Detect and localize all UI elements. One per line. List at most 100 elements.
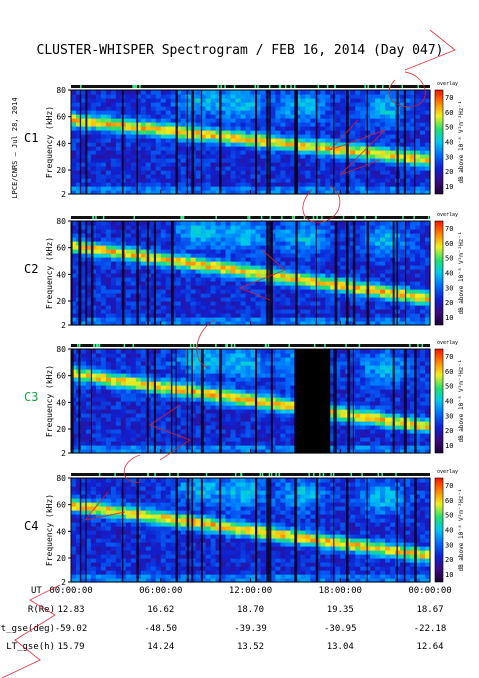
heatmap-cell (110, 146, 117, 151)
heatmap-cell (85, 170, 92, 175)
heatmap-cell (250, 249, 257, 254)
heatmap-cell (110, 162, 117, 167)
heatmap-cell (255, 253, 262, 258)
heatmap-cell (420, 170, 426, 175)
heatmap-cell (165, 301, 172, 306)
heatmap-cell (230, 126, 237, 131)
heatmap-cell (380, 265, 386, 270)
heatmap-cell (205, 138, 212, 143)
heatmap-cell (245, 122, 252, 127)
heatmap-cell (85, 297, 92, 302)
heatmap-cell (215, 257, 222, 262)
heatmap-cell (155, 409, 162, 414)
heatmap-cell (305, 233, 311, 238)
heatmap-cell (325, 90, 331, 95)
heatmap-cell (71, 293, 77, 298)
heatmap-cell (325, 233, 331, 238)
heatmap-cell (130, 126, 137, 131)
heatmap-cell (275, 261, 282, 266)
heatmap-cell (250, 297, 257, 302)
heatmap-cell (285, 237, 291, 242)
heatmap-cell (240, 126, 247, 131)
heatmap-cell (140, 110, 147, 115)
heatmap-cell (180, 369, 187, 374)
heatmap-cell (280, 182, 287, 187)
heatmap-cell (310, 293, 316, 298)
data-gap-column (85, 90, 88, 194)
heatmap-cell (105, 150, 112, 155)
heatmap-cell (260, 261, 267, 266)
heatmap-cell (340, 221, 346, 226)
heatmap-cell (335, 305, 341, 310)
heatmap-cell (390, 126, 396, 131)
heatmap-cell (335, 225, 341, 230)
heatmap-cell (370, 118, 376, 123)
heatmap-cell (95, 409, 102, 414)
heatmap-cell (170, 433, 177, 438)
heatmap-cell (205, 166, 212, 171)
heatmap-cell (390, 98, 396, 103)
heatmap-cell (365, 158, 371, 163)
heatmap-cell (250, 94, 257, 99)
heatmap-cell (275, 301, 282, 306)
heatmap-cell (405, 237, 411, 242)
heatmap-cell (195, 118, 202, 123)
heatmap-cell (295, 229, 301, 234)
heatmap-cell (360, 313, 366, 318)
heatmap-cell (210, 146, 217, 151)
heatmap-cell (385, 233, 391, 238)
data-gap-column (175, 90, 178, 194)
heatmap-cell (260, 225, 267, 230)
heatmap-cell (295, 186, 301, 191)
heatmap-cell (160, 441, 167, 446)
heatmap-cell (125, 106, 132, 111)
heatmap-cell (240, 225, 247, 230)
heatmap-cell (340, 229, 346, 234)
heatmap-cell (335, 301, 341, 306)
heatmap-cell (250, 114, 257, 119)
heatmap-cell (250, 122, 257, 127)
heatmap-cell (180, 186, 187, 191)
heatmap-cell (185, 190, 192, 195)
heatmap-cell (225, 321, 232, 326)
heatmap-cell (365, 190, 371, 195)
heatmap-cell (230, 397, 237, 402)
heatmap-cell (170, 110, 177, 115)
heatmap-cell (415, 257, 421, 262)
heatmap-cell (375, 277, 381, 282)
heatmap-cell (71, 377, 77, 382)
heatmap-cell (235, 142, 242, 147)
heatmap-cell (110, 233, 117, 238)
heatmap-cell (415, 162, 421, 167)
heatmap-cell (375, 281, 381, 286)
heatmap-cell (415, 265, 421, 270)
heatmap-cell (210, 309, 217, 314)
heatmap-cell (425, 118, 431, 123)
heatmap-cell (150, 122, 157, 127)
heatmap-cell (170, 126, 177, 131)
heatmap-cell (85, 257, 92, 262)
heatmap-cell (90, 233, 97, 238)
heatmap-cell (255, 118, 262, 123)
heatmap-cell (340, 285, 346, 290)
data-gap-column (269, 90, 271, 194)
heatmap-cell (95, 373, 102, 378)
heatmap-cell (280, 233, 287, 238)
heatmap-cell (295, 277, 301, 282)
heatmap-cell (240, 178, 247, 183)
heatmap-cell (215, 94, 222, 99)
heatmap-cell (230, 445, 237, 450)
heatmap-cell (255, 257, 262, 262)
heatmap-cell (375, 182, 381, 187)
heatmap-cell (235, 413, 242, 418)
heatmap-cell (240, 357, 247, 362)
status-bar-tick (257, 85, 259, 88)
heatmap-cell (165, 317, 172, 322)
heatmap-cell (420, 233, 426, 238)
heatmap-cell (380, 317, 386, 322)
heatmap-cell (365, 174, 371, 179)
heatmap-cell (71, 297, 77, 302)
heatmap-cell (105, 253, 112, 258)
heatmap-cell (125, 253, 132, 258)
heatmap-cell (71, 309, 77, 314)
